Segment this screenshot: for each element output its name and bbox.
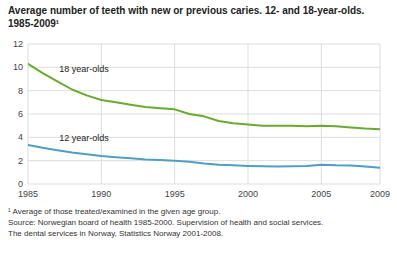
- grid: [28, 44, 380, 184]
- chart: Average number of teeth with new or prev…: [0, 0, 397, 266]
- x-tick-label: 2009: [370, 189, 390, 199]
- y-tick-label: 4: [18, 132, 23, 142]
- series-line: [28, 64, 380, 129]
- x-tick-label: 1990: [91, 189, 111, 199]
- x-tick-label: 1985: [18, 189, 38, 199]
- x-tick-label: 1995: [165, 189, 185, 199]
- y-grid-line: [28, 44, 380, 45]
- x-grid-line: [174, 44, 175, 184]
- y-tick-label: 10: [13, 62, 23, 72]
- series-label: 12 year-olds: [59, 133, 109, 143]
- title-line: 1985-2009¹: [8, 18, 60, 29]
- footnote: ¹ Average of those treated/examined in t…: [8, 207, 220, 216]
- footnote: The dental services in Norway, Statistic…: [8, 229, 223, 238]
- title: Average number of teeth with new or prev…: [8, 5, 365, 29]
- y-tick-label: 0: [18, 179, 23, 189]
- x-tick-label: 2005: [311, 189, 331, 199]
- y-tick-label: 2: [18, 156, 23, 166]
- y-tick-label: 6: [18, 109, 23, 119]
- lines: [28, 64, 380, 168]
- x-grid-line: [248, 44, 249, 184]
- footnote: Source: Norwegian board of health 1985-2…: [8, 218, 323, 227]
- x-tick-label: 2000: [238, 189, 258, 199]
- y-grid-line: [28, 184, 380, 185]
- title-line: Average number of teeth with new or prev…: [8, 5, 365, 16]
- y-grid-line: [28, 114, 380, 115]
- y-grid-line: [28, 160, 380, 161]
- x-grid-line: [380, 44, 381, 184]
- y-tick-label: 8: [18, 86, 23, 96]
- series-line: [28, 145, 380, 168]
- series-label: 18 year-olds: [59, 64, 109, 74]
- x-grid-line: [321, 44, 322, 184]
- y-grid-line: [28, 90, 380, 91]
- y-tick-label: 12: [13, 39, 23, 49]
